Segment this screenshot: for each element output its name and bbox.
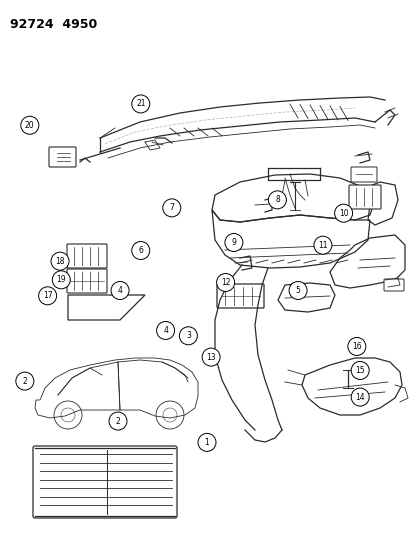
Circle shape (21, 116, 39, 134)
Text: 3: 3 (185, 332, 190, 340)
FancyBboxPatch shape (67, 244, 107, 268)
Circle shape (51, 252, 69, 270)
Circle shape (179, 327, 197, 345)
Text: 92724  4950: 92724 4950 (10, 18, 97, 31)
FancyBboxPatch shape (350, 167, 376, 182)
Text: 19: 19 (56, 276, 66, 284)
Text: 15: 15 (354, 366, 364, 375)
FancyBboxPatch shape (348, 185, 380, 209)
Circle shape (268, 191, 286, 209)
Text: 6: 6 (138, 246, 143, 255)
Circle shape (197, 433, 216, 451)
Text: 18: 18 (55, 257, 64, 265)
Text: 16: 16 (351, 342, 361, 351)
Text: 12: 12 (221, 278, 230, 287)
Circle shape (111, 281, 129, 300)
Text: 20: 20 (25, 121, 35, 130)
Text: 4: 4 (117, 286, 122, 295)
FancyBboxPatch shape (67, 269, 107, 293)
Text: 21: 21 (136, 100, 145, 108)
Circle shape (131, 95, 150, 113)
Circle shape (350, 361, 368, 379)
Text: 11: 11 (318, 241, 327, 249)
Text: 2: 2 (115, 417, 120, 425)
Text: 14: 14 (354, 393, 364, 401)
Text: 9: 9 (231, 238, 236, 247)
Circle shape (16, 372, 34, 390)
FancyBboxPatch shape (216, 284, 263, 308)
Circle shape (347, 337, 365, 356)
Text: 5: 5 (295, 286, 300, 295)
Circle shape (38, 287, 57, 305)
Circle shape (109, 412, 127, 430)
Text: 13: 13 (206, 353, 216, 361)
Circle shape (202, 348, 220, 366)
Circle shape (334, 204, 352, 222)
FancyBboxPatch shape (49, 147, 76, 167)
Text: 17: 17 (43, 292, 52, 300)
Text: 7: 7 (169, 204, 174, 212)
Circle shape (224, 233, 242, 252)
Circle shape (131, 241, 150, 260)
Text: 2: 2 (22, 377, 27, 385)
FancyBboxPatch shape (33, 446, 177, 518)
FancyBboxPatch shape (383, 279, 403, 291)
Circle shape (313, 236, 331, 254)
Text: 1: 1 (204, 438, 209, 447)
Circle shape (288, 281, 306, 300)
Circle shape (350, 388, 368, 406)
Circle shape (156, 321, 174, 340)
Text: 10: 10 (338, 209, 348, 217)
Text: 8: 8 (274, 196, 279, 204)
Circle shape (52, 271, 70, 289)
Text: 4: 4 (163, 326, 168, 335)
Circle shape (216, 273, 234, 292)
Circle shape (162, 199, 180, 217)
